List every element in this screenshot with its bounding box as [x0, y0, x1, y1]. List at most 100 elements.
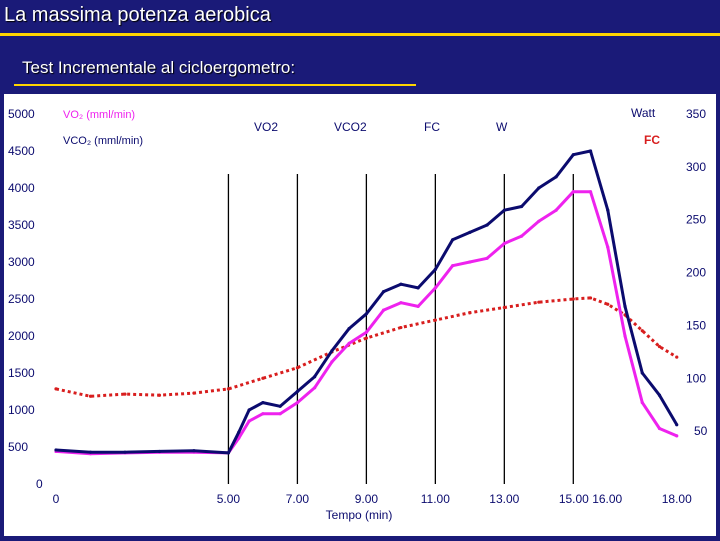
- fc-point: [571, 297, 575, 301]
- fc-point: [606, 302, 610, 306]
- fc-point: [640, 329, 644, 333]
- vo2-point: [606, 208, 610, 212]
- vco2-point: [261, 412, 265, 416]
- right-axis-label-watt: Watt: [631, 106, 656, 120]
- vo2-point: [192, 449, 196, 453]
- x-tick-label: 0: [53, 492, 60, 506]
- vo2-point: [433, 267, 437, 271]
- vco2-point: [364, 330, 368, 334]
- vo2-point: [226, 451, 231, 455]
- left-tick-label: 3000: [8, 255, 35, 269]
- vo2-point: [261, 401, 265, 405]
- fc-point: [502, 305, 506, 310]
- left-axis-label-vco2: VCO₂ (mml/min): [63, 135, 143, 147]
- vo2-point: [554, 175, 558, 179]
- vco2-point: [468, 260, 472, 264]
- vco2-point: [278, 412, 282, 416]
- vco2-point: [623, 334, 627, 338]
- right-tick-label: 200: [686, 266, 706, 280]
- vo2-point: [382, 290, 386, 294]
- right-tick-label: 250: [686, 213, 706, 227]
- vco2-point: [675, 434, 679, 438]
- fc-point: [157, 393, 162, 397]
- x-tick-label: 5.00: [217, 492, 241, 506]
- vo2-point: [278, 404, 282, 408]
- x-tick-label: 9.00: [355, 492, 379, 506]
- x-axis-label: Tempo (min): [326, 508, 393, 522]
- vo2-point: [502, 208, 506, 212]
- vo2-point: [157, 449, 162, 454]
- vo2-series: [54, 149, 679, 455]
- vo2-point: [313, 375, 317, 379]
- slide-subtitle: Test Incrementale al cicloergometro:: [22, 58, 296, 77]
- fc-point: [88, 394, 93, 398]
- fc-point: [433, 318, 437, 322]
- vco2-point: [571, 190, 575, 194]
- left-tick-label: 2500: [8, 292, 35, 306]
- left-axis-label-vo2: VO₂ (mml/min): [63, 109, 135, 121]
- x-tick-label: 15.00 16.00: [559, 492, 623, 506]
- left-tick-label: 0: [36, 477, 43, 491]
- vo2-point: [588, 149, 593, 153]
- vo2-point: [519, 204, 524, 209]
- vco2-point: [399, 301, 403, 305]
- fc-point: [192, 391, 196, 395]
- vco2-point: [416, 304, 420, 308]
- fc-point: [123, 392, 127, 396]
- legend-vco2: VCO2: [334, 120, 367, 134]
- right-tick-label: 350: [686, 107, 706, 121]
- right-axis-ticks: 350 300 250 200 150 100 50: [686, 107, 708, 438]
- vco2-point: [237, 436, 241, 440]
- x-tick-label: 11.00: [421, 492, 450, 506]
- marker-lines: [227, 174, 574, 484]
- vco2-point: [450, 264, 455, 268]
- x-tick-label: 18.00: [662, 492, 692, 506]
- vco2-point: [640, 401, 644, 405]
- left-tick-label: 3500: [8, 218, 35, 232]
- vco2-point: [347, 341, 351, 345]
- fc-point: [54, 387, 58, 391]
- fc-point: [657, 344, 662, 349]
- vco2-point: [519, 234, 524, 238]
- vco2-point: [502, 241, 506, 246]
- x-tick-label: 13.00: [489, 492, 519, 506]
- left-tick-label: 500: [8, 440, 28, 454]
- vo2-point: [675, 423, 679, 427]
- left-tick-label: 1000: [8, 403, 35, 417]
- left-tick-label: 2000: [8, 329, 35, 343]
- fc-line: [55, 296, 678, 398]
- fc-point: [226, 387, 231, 391]
- fc-point: [537, 300, 541, 304]
- vco2-point: [295, 401, 300, 405]
- left-tick-label: 5000: [8, 107, 35, 121]
- vco2-point: [247, 419, 251, 423]
- vo2-point: [330, 349, 334, 353]
- slide-title: La massima potenza aerobica: [4, 4, 271, 26]
- vco2-point: [313, 386, 317, 390]
- vo2-point: [123, 450, 127, 454]
- vco2-point: [485, 256, 489, 260]
- subtitle-underline: [14, 84, 416, 86]
- x-tick-label: 7.00: [286, 492, 310, 506]
- right-tick-label: 100: [686, 371, 706, 385]
- vo2-point: [295, 389, 300, 394]
- vco2-point: [554, 208, 558, 212]
- vco2-point: [382, 308, 386, 312]
- left-tick-label: 1500: [8, 366, 35, 380]
- vo2-point: [640, 371, 644, 375]
- fc-point: [399, 325, 403, 330]
- fc-point: [588, 296, 593, 300]
- fc-point: [364, 336, 368, 340]
- title-divider: [0, 33, 720, 36]
- fc-point: [675, 355, 679, 359]
- vo2-point: [657, 393, 662, 397]
- fc-point: [261, 376, 265, 380]
- vo2-point: [623, 304, 627, 308]
- right-tick-label: 150: [686, 318, 706, 332]
- legend-fc: FC: [424, 120, 440, 134]
- fc-point: [295, 366, 300, 370]
- x-axis-ticks: 0 5.00 7.00 9.00 11.00 13.00 15.00 16.00 18.00: [53, 492, 692, 506]
- right-tick-label: 300: [686, 160, 706, 174]
- vo2-point: [54, 448, 58, 452]
